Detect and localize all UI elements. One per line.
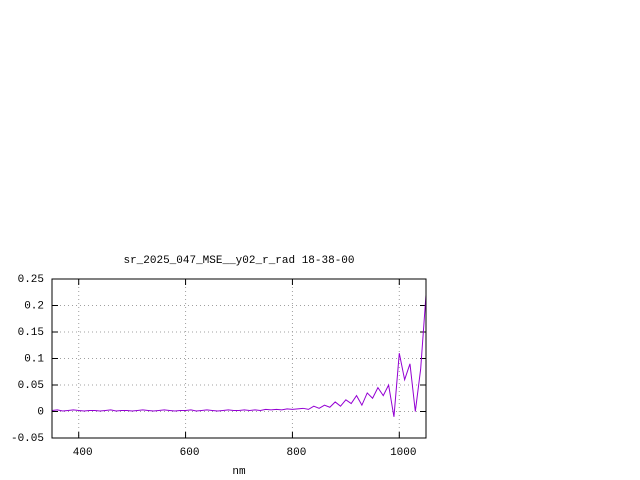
- x-tick-label: 1000: [390, 447, 416, 459]
- x-axis-label: nm: [232, 466, 246, 478]
- x-tick-label: 800: [287, 447, 307, 459]
- plot-frame: [51, 278, 427, 439]
- chart-title: sr_2025_047_MSE__y02_r_rad 18-38-00: [123, 255, 354, 267]
- data-line: [51, 294, 427, 417]
- y-tick-label: 0.1: [24, 353, 44, 365]
- y-tick-label: 0.25: [18, 274, 44, 286]
- y-tick-label: -0.05: [11, 433, 44, 445]
- y-tick-label: 0.05: [18, 380, 44, 392]
- y-tick-label: 0: [37, 406, 44, 418]
- x-tick-label: 400: [73, 447, 93, 459]
- y-tick-label: 0.2: [24, 300, 44, 312]
- x-tick-label: 600: [180, 447, 200, 459]
- y-tick-label: 0.15: [18, 327, 44, 339]
